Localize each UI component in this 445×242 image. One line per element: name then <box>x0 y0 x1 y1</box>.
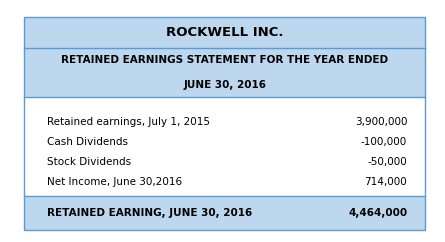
Text: Net Income, June 30,2016: Net Income, June 30,2016 <box>47 177 182 187</box>
Bar <box>24 196 425 230</box>
Text: 714,000: 714,000 <box>364 177 407 187</box>
Text: ROCKWELL INC.: ROCKWELL INC. <box>166 26 283 39</box>
Text: JUNE 30, 2016: JUNE 30, 2016 <box>183 80 266 90</box>
Text: Retained earnings, July 1, 2015: Retained earnings, July 1, 2015 <box>47 117 210 127</box>
Bar <box>24 97 425 196</box>
Bar <box>24 17 425 230</box>
Text: RETAINED EARNINGS STATEMENT FOR THE YEAR ENDED: RETAINED EARNINGS STATEMENT FOR THE YEAR… <box>61 55 388 66</box>
Text: 4,464,000: 4,464,000 <box>348 208 407 218</box>
Text: -50,000: -50,000 <box>368 157 407 166</box>
Text: -100,000: -100,000 <box>361 137 407 147</box>
Bar <box>24 17 425 48</box>
Text: 3,900,000: 3,900,000 <box>355 117 407 127</box>
Bar <box>24 48 425 97</box>
Text: RETAINED EARNING, JUNE 30, 2016: RETAINED EARNING, JUNE 30, 2016 <box>47 208 252 218</box>
Text: Stock Dividends: Stock Dividends <box>47 157 131 166</box>
Text: Cash Dividends: Cash Dividends <box>47 137 128 147</box>
